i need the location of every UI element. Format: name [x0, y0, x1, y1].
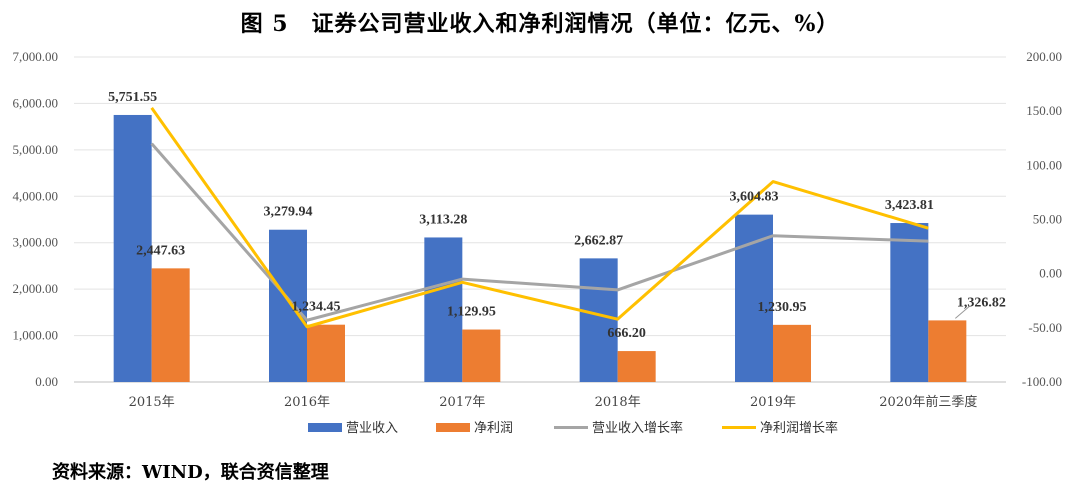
- revenue-data-label: 3,113.28: [419, 212, 467, 227]
- chart-title: 图 5 证券公司营业收入和净利润情况（单位：亿元、%）: [240, 11, 840, 37]
- left-tick-label: 0.00: [35, 374, 58, 389]
- right-tick-label: 50.00: [1033, 212, 1062, 227]
- right-tick-label: -50.00: [1028, 320, 1062, 335]
- revenue-data-label: 3,423.81: [885, 198, 934, 213]
- revenue-bar: [579, 258, 618, 382]
- revenue-bar: [113, 114, 152, 383]
- profit-data-label: 1,129.95: [447, 305, 496, 320]
- source-note: 资料来源：WIND，联合资信整理: [52, 462, 329, 483]
- profit-data-label: 1,234.45: [292, 300, 341, 315]
- legend-swatch-revenue: [308, 423, 342, 432]
- revenue-bar: [890, 223, 929, 382]
- right-tick-label: 200.00: [1026, 49, 1062, 64]
- line-series: [150, 107, 929, 329]
- profit-bar: [307, 324, 345, 382]
- right-axis-ticks: -100.00 -50.00 0.00 50.00 100.00 150.00 200.00: [1022, 49, 1062, 389]
- category-label: 2020年前三季度: [879, 394, 977, 410]
- legend: 营业收入 净利润 营业收入增长率 净利润增长率: [308, 420, 838, 436]
- profit-data-label: 666.20: [607, 326, 646, 341]
- category-label: 2015年: [129, 395, 175, 410]
- category-label: 2019年: [750, 395, 796, 410]
- legend-swatch-profit: [436, 423, 470, 432]
- revenue-growth-line: [150, 142, 929, 322]
- category-label: 2016年: [284, 395, 330, 410]
- gridlines: [74, 56, 1006, 383]
- left-tick-label: 1,000.00: [13, 328, 59, 343]
- left-axis-ticks: 0.00 1,000.00 2,000.00 3,000.00 4,000.00 5,00…: [13, 49, 59, 389]
- revenue-data-label: 3,279.94: [264, 205, 313, 220]
- right-tick-label: 0.00: [1039, 266, 1062, 281]
- left-tick-label: 6,000.00: [13, 95, 59, 110]
- category-label: 2017年: [439, 395, 485, 410]
- right-tick-label: 150.00: [1026, 103, 1062, 118]
- left-tick-label: 2,000.00: [13, 281, 59, 296]
- left-tick-label: 4,000.00: [13, 188, 59, 203]
- bar-series: [113, 114, 967, 383]
- right-tick-label: -100.00: [1022, 374, 1062, 389]
- legend-label: 营业收入增长率: [592, 420, 683, 436]
- revenue-bar: [735, 214, 773, 382]
- profit-data-label: 1,326.82: [957, 295, 1006, 310]
- legend-label: 净利润: [474, 421, 513, 436]
- revenue-data-label: 5,751.55: [108, 90, 157, 105]
- profit-data-label: 1,230.95: [758, 300, 807, 315]
- category-axis-labels: 2015年 2016年 2017年 2018年 2019年 2020年前三季度: [129, 394, 978, 410]
- profit-bar: [617, 351, 656, 382]
- revenue-data-label: 2,662.87: [574, 233, 623, 248]
- legend-label: 营业收入: [346, 421, 398, 436]
- profit-bar: [773, 324, 811, 382]
- legend-label: 净利润增长率: [760, 420, 838, 436]
- left-tick-label: 5,000.00: [13, 142, 59, 157]
- revenue-bar: [269, 229, 307, 382]
- profit-data-label: 2,447.63: [136, 243, 185, 258]
- category-label: 2018年: [595, 395, 641, 410]
- label-leader-line: [955, 306, 970, 319]
- left-tick-label: 3,000.00: [13, 235, 59, 250]
- data-labels: 5,751.55 3,279.94 3,113.28 2,662.87 3,604.83…: [108, 90, 1006, 341]
- revenue-data-label: 3,604.83: [730, 190, 779, 205]
- revenue-bar: [424, 237, 463, 382]
- profit-bar: [151, 268, 190, 382]
- left-tick-label: 7,000.00: [13, 49, 59, 64]
- profit-bar: [928, 320, 967, 382]
- profit-growth-line: [150, 107, 929, 329]
- right-tick-label: 100.00: [1026, 157, 1062, 172]
- profit-bar: [462, 329, 501, 382]
